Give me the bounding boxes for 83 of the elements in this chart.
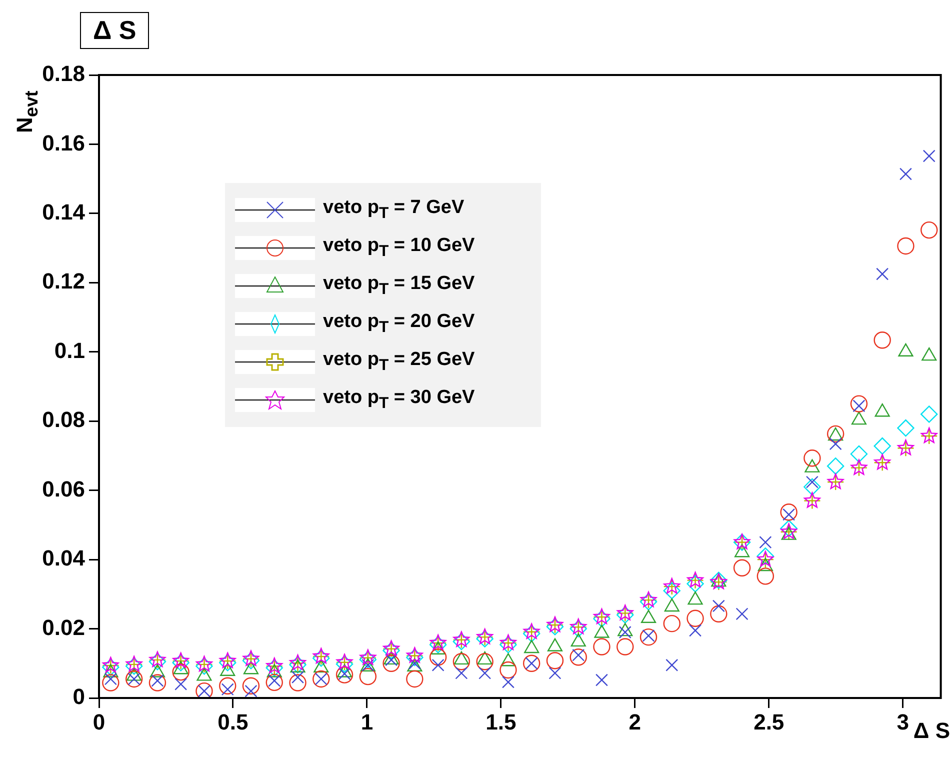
point <box>804 478 821 496</box>
x-tick-label: 1.5 <box>486 709 516 734</box>
x-tick-label: 1 <box>360 709 374 734</box>
point <box>666 658 678 672</box>
point <box>289 674 306 692</box>
x-axis-title: Δ S <box>913 718 950 744</box>
point <box>595 674 608 686</box>
x-tick-label: 0.5 <box>218 709 248 734</box>
point <box>266 674 283 692</box>
point <box>548 666 562 680</box>
point <box>663 614 680 632</box>
y-tick-label: 0.12 <box>42 268 85 294</box>
point <box>756 547 774 565</box>
point <box>780 520 798 538</box>
point <box>829 438 842 450</box>
legend-label: veto p$_{T}$ = 10 GeV <box>323 235 475 261</box>
x-tick-label: 3 <box>896 709 909 734</box>
point <box>874 437 891 455</box>
point <box>876 268 889 280</box>
y-tick-label: 0.16 <box>42 130 85 156</box>
point <box>899 168 912 180</box>
point <box>429 648 447 666</box>
point <box>546 652 564 670</box>
point <box>406 670 424 688</box>
point <box>242 677 260 694</box>
y-tick-label: 0.04 <box>42 546 86 571</box>
point <box>710 605 728 622</box>
x-tick-label: 0 <box>92 709 106 734</box>
point <box>686 610 704 627</box>
point <box>593 638 610 656</box>
point <box>874 332 891 349</box>
point <box>359 668 377 686</box>
point <box>826 458 844 475</box>
point <box>616 638 634 656</box>
legend-label: veto p$_{T}$ = 20 GeV <box>323 311 475 337</box>
point <box>663 582 680 600</box>
point <box>920 221 938 239</box>
y-tick-label: 0.02 <box>42 614 85 640</box>
point <box>756 568 774 585</box>
chart-title: Δ S <box>80 12 150 49</box>
point <box>502 676 514 688</box>
x-tick-label: 2.5 <box>754 709 784 734</box>
legend-label: veto p$_{T}$ = 25 GeV <box>323 349 475 375</box>
point <box>102 674 120 692</box>
point <box>500 661 517 679</box>
point <box>570 648 587 666</box>
point <box>148 674 166 692</box>
point <box>455 666 468 680</box>
point <box>712 600 725 612</box>
point <box>920 406 938 423</box>
point <box>759 536 772 549</box>
point <box>733 559 751 576</box>
point <box>850 445 868 463</box>
y-tick-label: 0.08 <box>42 407 85 432</box>
point <box>618 626 632 638</box>
point <box>804 450 821 467</box>
point <box>476 653 494 670</box>
y-tick-label: 0.06 <box>42 476 85 502</box>
point <box>736 608 748 620</box>
point <box>174 678 188 690</box>
y-tick-label: 0.1 <box>54 338 85 363</box>
point <box>219 677 236 694</box>
y-tick-label: 0.18 <box>42 61 85 86</box>
point <box>922 150 936 162</box>
point <box>432 658 444 672</box>
point <box>897 237 914 255</box>
point <box>686 575 704 592</box>
y-tick-label: 0 <box>72 684 85 710</box>
legend-label: veto p$_{T}$ = 7 GeV <box>323 197 464 223</box>
point <box>897 419 914 437</box>
point <box>452 653 470 670</box>
point <box>336 666 354 684</box>
legend-label: veto p$_{T}$ = 30 GeV <box>323 387 475 413</box>
point <box>850 395 868 412</box>
point <box>780 504 798 521</box>
x-tick-label: 2 <box>628 709 642 734</box>
legend-label: veto p$_{T}$ = 15 GeV <box>323 273 475 299</box>
point <box>382 654 400 672</box>
point <box>689 624 702 637</box>
point <box>640 628 658 646</box>
y-tick-label: 0.14 <box>42 200 86 225</box>
point <box>172 663 190 681</box>
point <box>478 666 492 680</box>
